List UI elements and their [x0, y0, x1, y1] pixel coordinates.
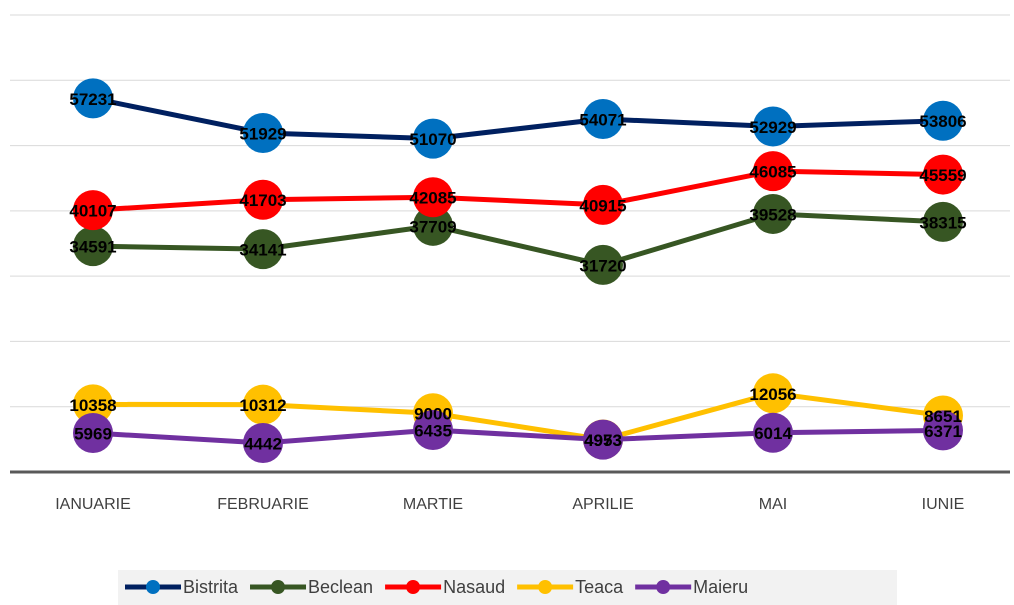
legend-label: Teaca — [575, 577, 624, 597]
marker — [923, 410, 963, 451]
marker — [243, 384, 283, 425]
series-line — [92, 95, 944, 142]
marker — [73, 384, 113, 425]
marker — [73, 413, 113, 454]
marker — [413, 205, 453, 246]
data-label: 39528 — [749, 205, 796, 224]
data-label: 34591 — [69, 238, 116, 257]
legend: Bistrita Beclean Nasaud Teaca Maieru — [118, 570, 897, 605]
legend-marker — [146, 580, 160, 594]
legend-label: Bistrita — [183, 577, 239, 597]
marker — [73, 226, 113, 267]
data-label: 12056 — [749, 385, 796, 404]
marker — [753, 373, 793, 414]
series-line — [92, 168, 944, 213]
data-label: 4973 — [584, 431, 622, 450]
data-label: 9000 — [414, 405, 452, 424]
data-label: 57231 — [69, 90, 116, 109]
data-label: 51070 — [409, 130, 456, 149]
data-label: 6371 — [924, 422, 962, 441]
data-label: 31720 — [579, 256, 626, 275]
series-line — [92, 390, 944, 443]
data-label: 40107 — [69, 202, 116, 221]
marker — [413, 177, 453, 218]
legend-label: Nasaud — [443, 577, 505, 597]
data-label: 10312 — [239, 396, 286, 415]
marker — [923, 100, 963, 141]
marker — [753, 151, 793, 192]
legend-marker — [271, 580, 286, 594]
marker — [923, 201, 963, 242]
marker — [753, 412, 793, 453]
legend-label: Beclean — [308, 577, 373, 597]
data-label: 34141 — [239, 241, 286, 260]
data-label: 6435 — [414, 421, 452, 440]
data-label: 42085 — [409, 189, 456, 208]
marker — [243, 112, 283, 153]
marker — [73, 78, 113, 119]
legend-marker — [656, 580, 671, 594]
data-label: 4442 — [244, 434, 282, 453]
marker — [753, 106, 793, 147]
data-label: 45559 — [919, 166, 966, 185]
data-label: 4953 — [584, 431, 622, 450]
marker — [583, 244, 623, 285]
marker — [73, 190, 113, 231]
data-label: 37709 — [409, 217, 456, 236]
data-label: 54071 — [579, 110, 626, 129]
data-label: 52929 — [749, 118, 796, 137]
marker — [243, 179, 283, 220]
marker — [923, 154, 963, 195]
data-label: 38315 — [919, 213, 966, 232]
data-label: 41703 — [239, 191, 286, 210]
series-line — [92, 427, 944, 446]
marker — [583, 184, 623, 225]
marker — [243, 423, 283, 464]
data-label: 51929 — [239, 124, 286, 143]
marker — [413, 118, 453, 159]
legend-background — [118, 570, 897, 605]
marker — [243, 229, 283, 270]
legend-label: Maieru — [693, 577, 748, 597]
marker — [413, 409, 453, 450]
data-label: 40915 — [579, 196, 626, 215]
marker — [583, 98, 623, 139]
marker — [583, 419, 623, 460]
series-line — [92, 211, 944, 268]
data-label: 10358 — [69, 396, 116, 415]
x-tick-label: IUNIE — [922, 496, 965, 513]
data-label: 6014 — [754, 424, 792, 443]
legend-marker — [538, 580, 553, 594]
x-tick-label: FEBRUARIE — [217, 496, 309, 513]
x-tick-label: MAI — [759, 496, 787, 513]
data-label: 53806 — [919, 112, 966, 131]
data-label: 46085 — [749, 163, 796, 182]
x-tick-label: APRILIE — [572, 496, 633, 513]
data-label: 5969 — [74, 425, 112, 444]
x-tick-label: IANUARIE — [55, 496, 131, 513]
x-tick-label: MARTIE — [403, 496, 463, 513]
marker — [753, 193, 793, 234]
data-label: 8651 — [924, 407, 962, 426]
legend-marker — [406, 580, 421, 594]
